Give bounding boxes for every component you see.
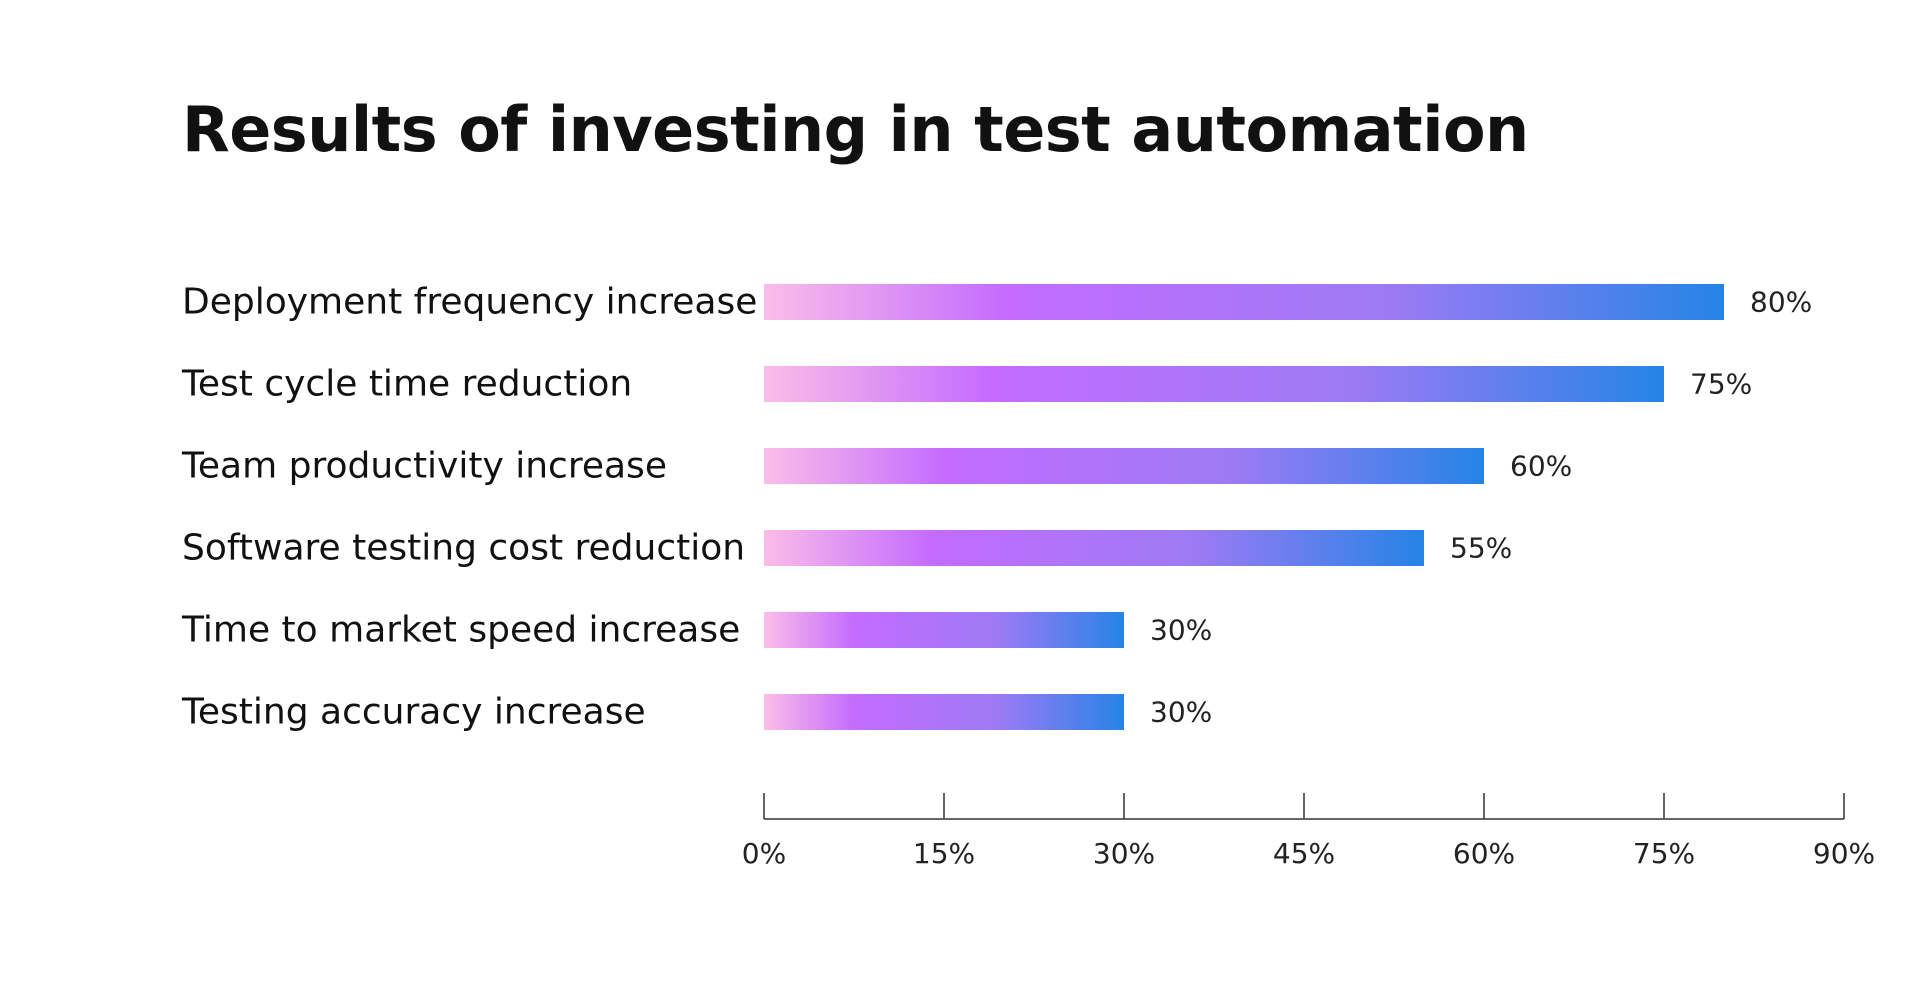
x-tick-label: 30% <box>1093 837 1155 870</box>
x-tick-label: 45% <box>1273 837 1335 870</box>
bar-value-label: 80% <box>1750 286 1812 319</box>
bar-value-label: 75% <box>1690 368 1752 401</box>
x-tick-label: 15% <box>913 837 975 870</box>
bar <box>764 366 1664 402</box>
category-label: Team productivity increase <box>181 446 667 487</box>
category-label: Deployment frequency increase <box>182 282 757 323</box>
bar-value-label: 60% <box>1510 450 1572 483</box>
bar-value-label: 30% <box>1150 614 1212 647</box>
x-tick-label: 75% <box>1633 837 1695 870</box>
chart-title: Results of investing in test automation <box>182 93 1529 166</box>
category-label: Testing accuracy increase <box>181 692 646 733</box>
bar <box>764 694 1124 730</box>
x-tick-label: 90% <box>1813 837 1875 870</box>
bar <box>764 448 1484 484</box>
bar-value-label: 30% <box>1150 696 1212 729</box>
x-tick-label: 60% <box>1453 837 1515 870</box>
bars: Deployment frequency increase 80% Test cyc… <box>181 282 1812 733</box>
bar-value-label: 55% <box>1450 532 1512 565</box>
category-label: Test cycle time reduction <box>181 364 632 405</box>
x-axis: 0% 15% 30% 45% 60% 75% 90% <box>742 793 1875 870</box>
category-label: Software testing cost reduction <box>182 528 745 569</box>
bar <box>764 612 1124 648</box>
bar <box>764 530 1424 566</box>
x-tick-label: 0% <box>742 837 786 870</box>
bar <box>764 284 1724 320</box>
category-label: Time to market speed increase <box>181 610 740 651</box>
